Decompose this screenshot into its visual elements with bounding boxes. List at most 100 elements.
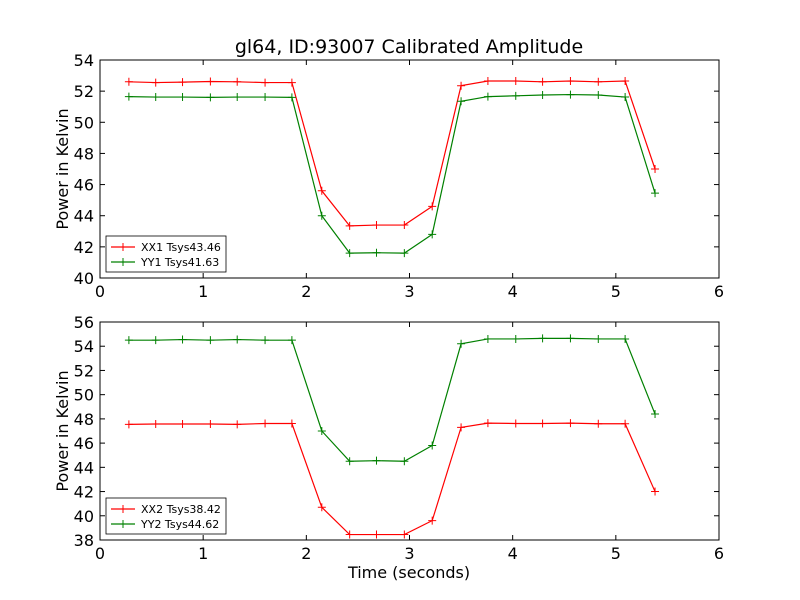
data-point bbox=[511, 91, 520, 100]
data-point bbox=[317, 503, 326, 512]
data-point bbox=[261, 93, 270, 102]
data-point bbox=[261, 419, 270, 428]
data-point bbox=[566, 419, 575, 428]
data-point bbox=[287, 93, 296, 102]
y-axis-label: Power in Kelvin bbox=[53, 108, 72, 229]
data-point bbox=[178, 78, 187, 87]
chart-title: gl64, ID:93007 Calibrated Amplitude bbox=[235, 36, 583, 58]
axes-frame bbox=[99, 59, 720, 279]
y-tick-label: 46 bbox=[74, 176, 94, 195]
data-point bbox=[233, 335, 242, 344]
legend-marker bbox=[119, 243, 127, 251]
x-tick-label: 0 bbox=[95, 282, 105, 301]
data-point bbox=[400, 221, 409, 230]
x-tick-label: 5 bbox=[611, 544, 621, 563]
data-point bbox=[428, 516, 437, 525]
x-tick-label: 2 bbox=[301, 282, 311, 301]
legend-box bbox=[105, 497, 227, 535]
data-point bbox=[178, 93, 187, 102]
legend-marker bbox=[119, 520, 127, 528]
data-point bbox=[511, 77, 520, 86]
data-point bbox=[651, 410, 660, 419]
data-point bbox=[124, 420, 133, 429]
data-point bbox=[651, 165, 660, 173]
data-point bbox=[345, 457, 354, 466]
data-point bbox=[287, 419, 296, 428]
data-point bbox=[372, 456, 381, 465]
y-tick-label: 44 bbox=[74, 458, 94, 477]
data-point bbox=[317, 186, 326, 195]
data-point bbox=[124, 92, 133, 101]
data-point bbox=[511, 334, 520, 343]
data-point bbox=[261, 336, 270, 345]
data-point bbox=[538, 419, 547, 428]
data-point bbox=[178, 335, 187, 344]
data-point bbox=[621, 93, 630, 102]
data-point bbox=[233, 420, 242, 429]
data-point bbox=[483, 419, 492, 428]
y-tick-label: 46 bbox=[74, 434, 94, 453]
data-point bbox=[457, 423, 466, 432]
data-point bbox=[594, 334, 603, 343]
x-tick-label: 6 bbox=[714, 544, 724, 563]
legend-marker bbox=[119, 505, 127, 513]
data-point bbox=[151, 419, 160, 428]
data-point bbox=[538, 91, 547, 100]
data-point bbox=[372, 248, 381, 257]
data-point bbox=[566, 334, 575, 343]
x-tick-label: 2 bbox=[301, 544, 311, 563]
data-point bbox=[621, 77, 630, 86]
data-point bbox=[233, 77, 242, 86]
data-point bbox=[317, 427, 326, 435]
x-tick-label: 3 bbox=[404, 544, 414, 563]
legend-marker bbox=[119, 258, 127, 266]
data-point bbox=[566, 90, 575, 99]
series-line-2 bbox=[128, 337, 656, 462]
x-tick-label: 0 bbox=[95, 544, 105, 563]
x-tick-label: 5 bbox=[611, 282, 621, 301]
data-point bbox=[538, 334, 547, 343]
data-point bbox=[538, 77, 547, 86]
data-point bbox=[372, 221, 381, 230]
x-axis-label: Time (seconds) bbox=[347, 563, 470, 582]
y-tick-label: 48 bbox=[74, 410, 94, 429]
data-point bbox=[287, 78, 296, 87]
y-tick-label: 54 bbox=[74, 337, 94, 356]
top-panel: Power in Kelvin 0 1 2 3 4 5 6 40 42 44 46 48 50 52 54 XX… bbox=[53, 51, 724, 301]
y-tick-label: 56 bbox=[74, 313, 94, 332]
data-point bbox=[124, 336, 133, 345]
data-point bbox=[400, 457, 409, 466]
x-tick-label: 4 bbox=[508, 282, 518, 301]
data-point bbox=[345, 221, 354, 230]
y-tick-label: 38 bbox=[74, 531, 94, 550]
data-point bbox=[511, 419, 520, 428]
y-tick-label: 44 bbox=[74, 207, 94, 226]
legend-label: YY1 Tsys41.63 bbox=[140, 256, 219, 269]
data-point bbox=[287, 336, 296, 345]
data-point bbox=[151, 336, 160, 345]
data-point bbox=[594, 91, 603, 100]
data-point bbox=[345, 249, 354, 258]
data-point bbox=[651, 487, 660, 496]
axes-frame bbox=[99, 321, 720, 541]
legend-label: YY2 Tsys44.62 bbox=[140, 518, 219, 531]
legend-label: XX1 Tsys43.46 bbox=[141, 241, 221, 254]
data-point bbox=[428, 202, 437, 211]
x-tick-label: 6 bbox=[714, 282, 724, 301]
data-point bbox=[457, 97, 466, 106]
x-tick-label: 1 bbox=[198, 544, 208, 563]
data-point bbox=[428, 230, 437, 239]
data-point bbox=[124, 77, 133, 86]
data-point bbox=[261, 78, 270, 87]
data-point bbox=[483, 77, 492, 86]
y-tick-label: 52 bbox=[74, 361, 94, 380]
data-point bbox=[400, 530, 409, 539]
data-point bbox=[372, 530, 381, 539]
data-point bbox=[457, 339, 466, 348]
data-point bbox=[594, 419, 603, 428]
y-tick-label: 40 bbox=[74, 269, 94, 288]
y-axis-label: Power in Kelvin bbox=[53, 370, 72, 491]
series-line-1 bbox=[128, 422, 656, 536]
data-point bbox=[651, 189, 660, 198]
y-tick-label: 54 bbox=[74, 51, 94, 70]
